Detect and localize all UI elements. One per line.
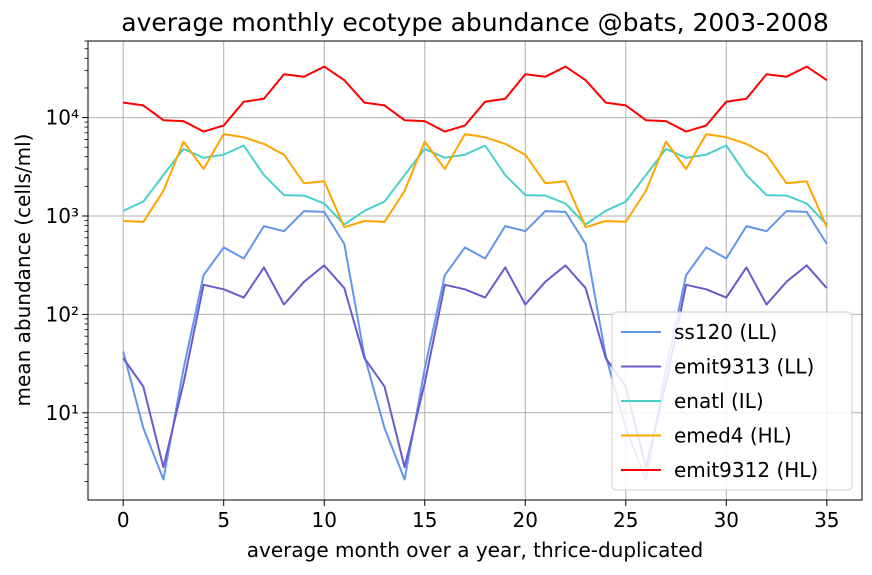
x-tick-label: 0 (117, 508, 130, 532)
series-line (122, 144, 828, 226)
legend-label: emit9313 (LL) (674, 355, 814, 379)
x-tick-label: 15 (412, 508, 437, 532)
series-line (123, 133, 828, 229)
x-tick-label: 10 (311, 508, 336, 532)
series-line (123, 65, 828, 133)
legend-label: ss120 (LL) (674, 320, 777, 344)
legend-label: enatl (IL) (674, 389, 764, 413)
y-tick-label: 10² (46, 302, 79, 326)
legend-label: emit9312 (HL) (674, 458, 818, 482)
y-tick-label: 10³ (46, 204, 79, 228)
y-axis-label: mean abundance (cells/ml) (11, 134, 35, 407)
series-line (122, 264, 828, 469)
x-tick-label: 25 (613, 508, 638, 532)
series-line (122, 210, 828, 481)
y-tick-label: 10⁴ (46, 106, 79, 130)
x-tick-label: 20 (513, 508, 538, 532)
x-tick-label: 5 (217, 508, 230, 532)
legend-label: emed4 (HL) (674, 424, 792, 448)
y-tick-label: 10¹ (46, 401, 79, 425)
x-tick-label: 35 (814, 508, 839, 532)
chart-title: average monthly ecotype abundance @bats,… (121, 8, 829, 37)
axis-ticks: 0 5 10 15 20 25 30 35 10¹ 10² 10³ 10⁴ (46, 40, 840, 532)
x-tick-label: 30 (714, 508, 739, 532)
x-axis-label: average month over a year, thrice-duplic… (247, 538, 704, 562)
legend-box (611, 311, 853, 491)
legend: ss120 (LL) emit9313 (LL) enatl (IL) emed4 (… (611, 311, 853, 491)
plot-frame (87, 40, 863, 501)
plot-lines (122, 65, 828, 481)
